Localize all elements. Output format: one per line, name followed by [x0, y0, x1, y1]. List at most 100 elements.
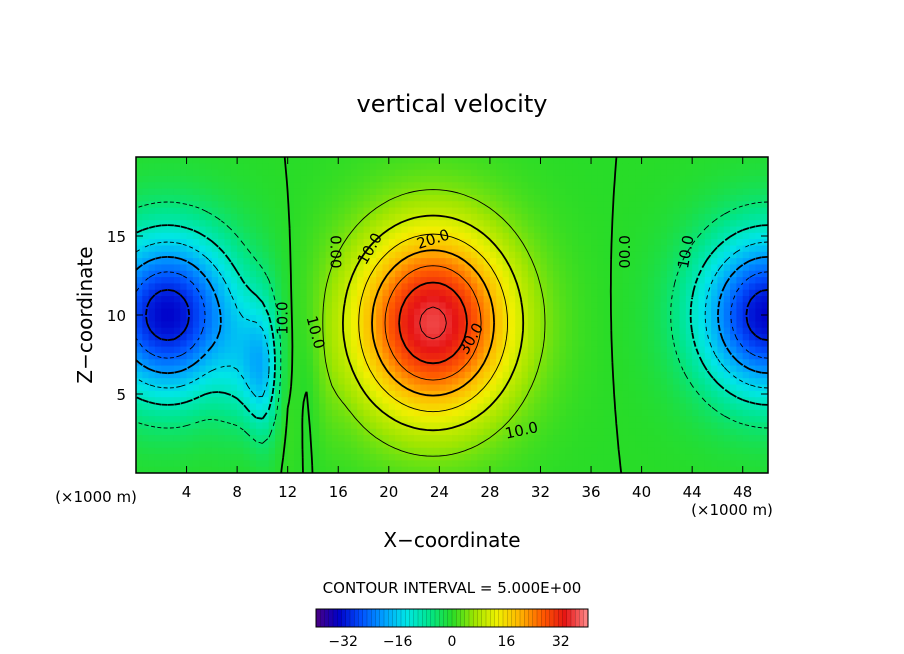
field-cell: [698, 302, 706, 310]
field-cell: [268, 213, 276, 221]
field-cell: [350, 207, 358, 215]
field-cell: [148, 390, 156, 398]
field-cell: [515, 258, 523, 266]
field-cell: [407, 315, 415, 322]
field-cell: [616, 365, 624, 373]
field-cell: [445, 371, 453, 379]
field-cell: [749, 239, 756, 247]
field-cell: [730, 315, 737, 322]
field-cell: [698, 403, 706, 411]
field-cell: [136, 435, 143, 442]
field-cell: [540, 220, 548, 228]
field-cell: [262, 226, 270, 234]
field-cell: [136, 308, 143, 316]
field-cell: [325, 352, 333, 360]
field-cell: [647, 365, 655, 373]
field-cell: [230, 251, 238, 259]
field-cell: [357, 258, 365, 266]
field-cell: [243, 220, 251, 228]
field-cell: [553, 277, 561, 284]
field-cell: [331, 213, 339, 221]
field-cell: [578, 220, 586, 228]
field-cell: [426, 157, 434, 164]
field-cell: [136, 277, 143, 284]
field-cell: [723, 340, 731, 348]
field-cell: [584, 447, 592, 455]
field-cell: [439, 289, 447, 297]
field-cell: [338, 340, 346, 348]
field-cell: [243, 435, 251, 442]
field-cell: [199, 188, 207, 196]
field-cell: [344, 466, 352, 473]
field-cell: [167, 207, 175, 215]
field-cell: [527, 245, 535, 253]
field-cell: [287, 390, 295, 398]
field-cell: [647, 315, 655, 322]
field-cell: [161, 308, 169, 316]
field-cell: [559, 258, 567, 266]
field-cell: [641, 384, 649, 392]
field-cell: [742, 163, 750, 171]
field-cell: [262, 245, 270, 253]
field-cell: [142, 371, 150, 379]
field-cell: [527, 258, 535, 266]
field-cell: [458, 403, 466, 411]
field-cell: [154, 213, 162, 221]
field-cell: [711, 454, 719, 461]
field-cell: [161, 378, 169, 386]
field-cell: [388, 340, 396, 348]
field-cell: [142, 194, 150, 202]
field-cell: [711, 289, 719, 297]
field-cell: [584, 258, 592, 266]
field-cell: [218, 371, 226, 379]
field-cell: [452, 441, 459, 449]
field-cell: [452, 454, 459, 461]
field-cell: [736, 409, 744, 417]
field-cell: [704, 346, 712, 354]
field-cell: [363, 277, 371, 284]
field-cell: [679, 346, 687, 354]
field-cell: [237, 245, 245, 253]
field-cell: [154, 384, 162, 392]
field-cell: [306, 258, 314, 266]
field-cell: [559, 188, 567, 196]
field-cell: [679, 460, 687, 468]
field-cell: [306, 277, 314, 284]
field-cell: [477, 397, 485, 405]
field-cell: [148, 207, 156, 215]
field-cell: [742, 194, 750, 202]
field-cell: [666, 384, 674, 392]
field-cell: [294, 226, 301, 234]
field-cell: [508, 327, 516, 335]
field-cell: [515, 308, 523, 316]
field-cell: [312, 277, 320, 284]
field-cell: [142, 416, 150, 424]
field-cell: [275, 264, 282, 272]
field-cell: [559, 226, 567, 234]
field-cell: [186, 213, 194, 221]
field-cell: [572, 251, 579, 259]
field-cell: [502, 435, 510, 442]
field-cell: [717, 403, 725, 411]
field-cell: [603, 454, 611, 461]
field-cell: [698, 315, 706, 322]
field-cell: [534, 321, 542, 329]
field-cell: [749, 283, 756, 291]
field-cell: [142, 264, 150, 272]
field-cell: [167, 264, 175, 272]
field-cell: [452, 226, 459, 234]
field-cell: [414, 270, 421, 278]
field-cell: [306, 333, 314, 341]
field-cell: [237, 157, 245, 164]
field-cell: [199, 409, 207, 417]
field-cell: [306, 409, 314, 417]
field-cell: [641, 258, 649, 266]
field-cell: [502, 220, 510, 228]
field-cell: [742, 258, 750, 266]
field-cell: [173, 321, 181, 329]
field-cell: [635, 333, 643, 341]
field-cell: [666, 258, 674, 266]
field-cell: [597, 346, 605, 354]
field-cell: [306, 378, 314, 386]
field-cell: [218, 340, 226, 348]
